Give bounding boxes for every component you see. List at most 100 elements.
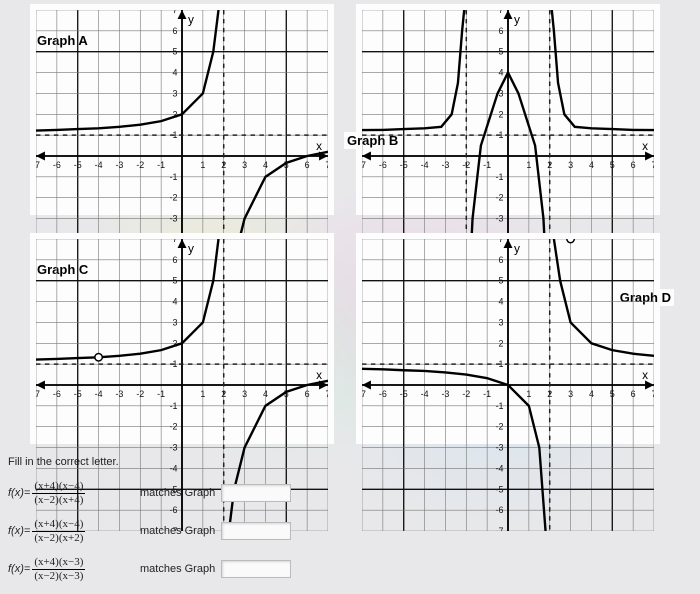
fill-section: Fill in the correct letter. f(x)= (x+4)(… <box>8 456 688 592</box>
svg-text:-1: -1 <box>483 389 491 399</box>
svg-text:7: 7 <box>652 160 654 170</box>
svg-text:-2: -2 <box>170 193 178 203</box>
svg-text:6: 6 <box>173 255 178 265</box>
svg-text:3: 3 <box>242 389 247 399</box>
svg-text:y: y <box>514 241 520 255</box>
svg-text:-7: -7 <box>36 389 40 399</box>
svg-text:7: 7 <box>173 10 178 15</box>
svg-text:5: 5 <box>499 276 504 286</box>
matches-text-3: matches Graph <box>134 563 215 575</box>
svg-text:3: 3 <box>568 160 573 170</box>
panel-graph-d: Graph D -7-6-5-4-3-2-11234567-7-6-5-4-3-… <box>356 233 660 444</box>
svg-text:x: x <box>316 368 322 382</box>
answer-input-3[interactable] <box>221 560 291 578</box>
svg-text:3: 3 <box>242 160 247 170</box>
svg-text:5: 5 <box>173 276 178 286</box>
fill-instruction: Fill in the correct letter. <box>8 456 688 468</box>
svg-text:-3: -3 <box>115 160 123 170</box>
svg-text:4: 4 <box>263 160 268 170</box>
svg-text:1: 1 <box>526 389 531 399</box>
svg-text:-1: -1 <box>170 172 178 182</box>
svg-text:2: 2 <box>499 109 504 119</box>
svg-text:-4: -4 <box>95 160 103 170</box>
svg-text:-4: -4 <box>421 389 429 399</box>
svg-text:-3: -3 <box>441 389 449 399</box>
match-row-2: f(x)= (x+4)(x−4) (x−2)(x+2) matches Grap… <box>8 516 688 546</box>
svg-text:x: x <box>316 139 322 153</box>
svg-text:4: 4 <box>173 68 178 78</box>
svg-text:-2: -2 <box>496 193 504 203</box>
svg-text:5: 5 <box>610 160 615 170</box>
formula-3: f(x)= (x+4)(x−3) (x−2)(x−3) <box>8 556 128 581</box>
svg-text:4: 4 <box>589 160 594 170</box>
svg-text:3: 3 <box>173 88 178 98</box>
svg-text:y: y <box>514 12 520 26</box>
svg-text:3: 3 <box>173 317 178 327</box>
svg-text:6: 6 <box>499 26 504 36</box>
svg-text:-6: -6 <box>53 160 61 170</box>
svg-text:-1: -1 <box>157 160 165 170</box>
svg-text:-1: -1 <box>483 160 491 170</box>
svg-text:7: 7 <box>173 239 178 244</box>
svg-text:-6: -6 <box>53 389 61 399</box>
match-row-3: f(x)= (x+4)(x−3) (x−2)(x−3) matches Grap… <box>8 554 688 584</box>
svg-text:-3: -3 <box>441 160 449 170</box>
answer-input-2[interactable] <box>221 522 291 540</box>
svg-text:7: 7 <box>326 160 328 170</box>
fraction-3: (x+4)(x−3) (x−2)(x−3) <box>32 556 85 581</box>
svg-text:-2: -2 <box>496 422 504 432</box>
svg-text:4: 4 <box>589 389 594 399</box>
svg-text:6: 6 <box>631 160 636 170</box>
svg-text:-3: -3 <box>170 214 178 224</box>
svg-text:-3: -3 <box>170 443 178 453</box>
fraction-1: (x+4)(x−4) (x−2)(x+4) <box>32 480 85 505</box>
denominator-3: (x−2)(x−3) <box>32 570 85 582</box>
panel-graph-b: Graph B -7-6-5-4-3-2-11234567-7-6-5-4-3-… <box>356 4 660 215</box>
matches-text-1: matches Graph <box>134 487 215 499</box>
svg-text:6: 6 <box>499 255 504 265</box>
matches-text-2: matches Graph <box>134 525 215 537</box>
denominator-2: (x−2)(x+2) <box>32 532 85 544</box>
svg-text:5: 5 <box>173 47 178 57</box>
svg-text:3: 3 <box>499 317 504 327</box>
fraction-2: (x+4)(x−4) (x−2)(x+2) <box>32 518 85 543</box>
svg-text:-2: -2 <box>136 160 144 170</box>
numerator-2: (x+4)(x−4) <box>32 518 85 531</box>
svg-text:1: 1 <box>526 160 531 170</box>
svg-text:-3: -3 <box>115 389 123 399</box>
panel-graph-c: Graph C -7-6-5-4-3-2-11234567-7-6-5-4-3-… <box>30 233 334 444</box>
svg-text:5: 5 <box>499 47 504 57</box>
svg-text:-2: -2 <box>136 389 144 399</box>
svg-text:y: y <box>188 241 194 255</box>
formula-lhs: f(x)= <box>8 525 30 537</box>
graphs-grid: Graph A -7-6-5-4-3-2-11234567-7-6-5-4-3-… <box>30 4 660 444</box>
svg-text:-7: -7 <box>36 160 40 170</box>
svg-text:-7: -7 <box>362 160 366 170</box>
svg-text:3: 3 <box>568 389 573 399</box>
svg-text:-5: -5 <box>74 389 82 399</box>
svg-text:-7: -7 <box>362 389 366 399</box>
svg-text:4: 4 <box>499 297 504 307</box>
svg-text:-2: -2 <box>462 389 470 399</box>
formula-lhs: f(x)= <box>8 563 30 575</box>
svg-text:1: 1 <box>200 160 205 170</box>
svg-text:-4: -4 <box>421 160 429 170</box>
numerator-1: (x+4)(x−4) <box>32 480 85 493</box>
svg-text:6: 6 <box>305 160 310 170</box>
panel-graph-a: Graph A -7-6-5-4-3-2-11234567-7-6-5-4-3-… <box>30 4 334 215</box>
formula-lhs: f(x)= <box>8 487 30 499</box>
formula-2: f(x)= (x+4)(x−4) (x−2)(x+2) <box>8 518 128 543</box>
svg-text:-6: -6 <box>379 389 387 399</box>
denominator-1: (x−2)(x+4) <box>32 494 85 506</box>
svg-text:-2: -2 <box>170 422 178 432</box>
svg-text:7: 7 <box>499 10 504 15</box>
svg-text:-1: -1 <box>496 401 504 411</box>
svg-text:4: 4 <box>499 68 504 78</box>
answer-input-1[interactable] <box>221 484 291 502</box>
formula-1: f(x)= (x+4)(x−4) (x−2)(x+4) <box>8 480 128 505</box>
svg-text:5: 5 <box>610 389 615 399</box>
svg-text:-5: -5 <box>400 160 408 170</box>
svg-text:4: 4 <box>173 297 178 307</box>
svg-text:-5: -5 <box>74 160 82 170</box>
svg-text:-3: -3 <box>496 443 504 453</box>
